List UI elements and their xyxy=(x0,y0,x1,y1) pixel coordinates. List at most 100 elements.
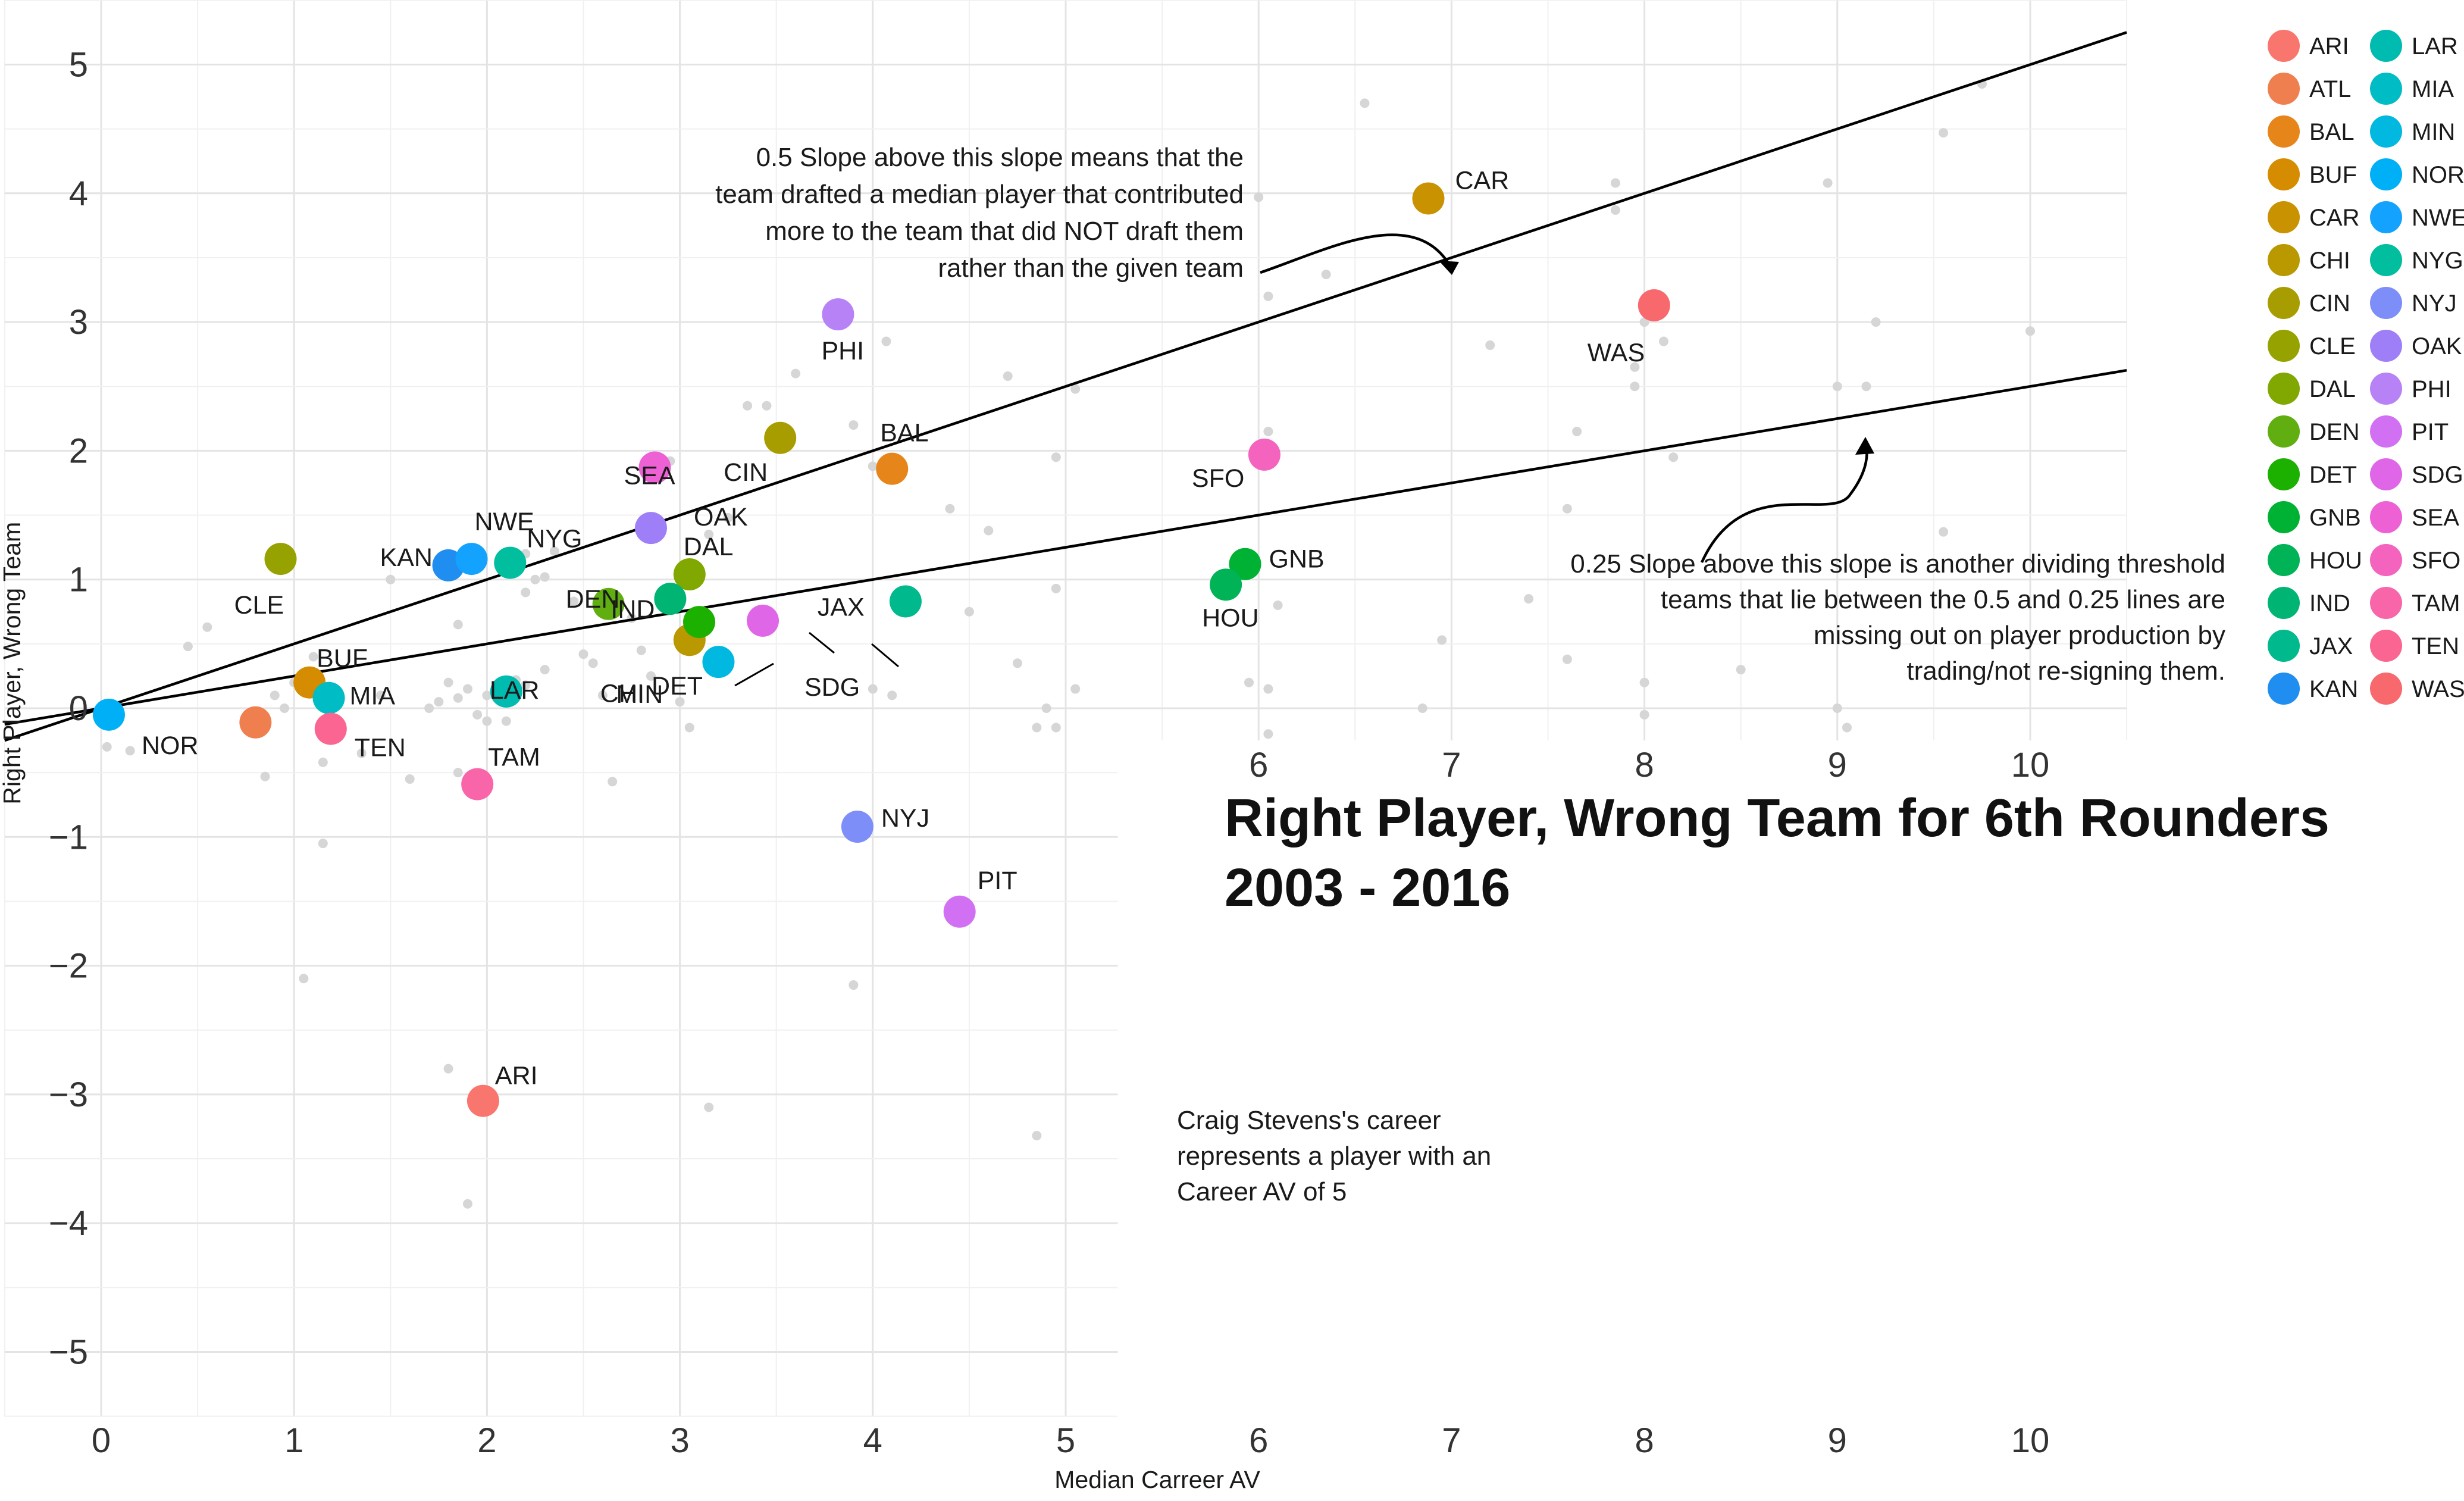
y-tick-label: −3 xyxy=(49,1075,88,1114)
background-point xyxy=(887,690,897,701)
background-point xyxy=(684,723,694,733)
background-point xyxy=(1659,336,1669,346)
legend-swatch xyxy=(2268,458,2300,490)
background-point xyxy=(318,757,328,767)
team-label: HOU xyxy=(1202,603,1259,632)
x-tick-label: 8 xyxy=(1635,1421,1654,1460)
legend-label: JAX xyxy=(2309,633,2353,659)
background-point xyxy=(434,697,444,707)
background-point xyxy=(1263,729,1273,739)
background-point xyxy=(1832,703,1842,713)
team-label: WAS xyxy=(1588,339,1645,367)
x-tick-label: 10 xyxy=(2011,1421,2050,1460)
team-point xyxy=(876,452,909,485)
background-point xyxy=(1321,270,1331,280)
x-tick-label: 6 xyxy=(1249,1421,1268,1460)
background-point xyxy=(521,680,531,690)
x-tick-label: 7 xyxy=(1442,746,1461,784)
background-point xyxy=(588,658,598,668)
background-point xyxy=(356,748,367,758)
legend-label: NYG xyxy=(2412,248,2463,274)
legend-label: PHI xyxy=(2412,376,2452,402)
legend-swatch xyxy=(2370,630,2402,662)
background-point xyxy=(453,693,463,703)
background-point xyxy=(675,697,685,707)
legend-label: BAL xyxy=(2309,119,2355,145)
background-point xyxy=(743,401,753,411)
legend-swatch xyxy=(2370,201,2402,233)
legend-swatch xyxy=(2268,630,2300,662)
team-point xyxy=(943,895,976,928)
x-axis-title: Median Carreer AV xyxy=(1054,1466,1260,1493)
team-point xyxy=(673,558,706,591)
team-point xyxy=(822,298,854,331)
background-point xyxy=(945,504,955,514)
team-label: DET xyxy=(652,672,703,701)
team-label: SDG xyxy=(804,673,860,702)
team-label: PIT xyxy=(978,867,1017,895)
legend-label: GNB xyxy=(2309,505,2361,531)
background-point xyxy=(1244,677,1254,687)
legend-label: OAK xyxy=(2412,333,2462,359)
legend-swatch xyxy=(2268,73,2300,105)
background-point xyxy=(125,746,135,756)
legend-swatch xyxy=(2268,587,2300,619)
label-leader xyxy=(809,631,835,654)
team-label: NOR xyxy=(142,731,199,760)
team-label: TAM xyxy=(488,743,540,772)
team-point xyxy=(1638,289,1670,321)
background-point xyxy=(1263,426,1273,436)
legend: ARI ATL BAL BUF CAR CHI CIN CLE DAL DEN DET GNB HOU I… xyxy=(2268,30,2464,705)
label-leader xyxy=(871,643,899,668)
background-point xyxy=(1051,583,1061,593)
team-label: CLE xyxy=(234,591,284,620)
background-point xyxy=(1639,709,1649,720)
legend-swatch xyxy=(2268,158,2300,190)
background-point xyxy=(1639,677,1649,687)
annotation-slope-quarter: missing out on player production by xyxy=(1814,621,2225,650)
team-label: SEA xyxy=(624,462,675,490)
legend-swatch xyxy=(2268,501,2300,533)
legend-swatch xyxy=(2370,587,2402,619)
background-point xyxy=(462,684,472,694)
background-point xyxy=(1254,192,1264,202)
team-label: CAR xyxy=(1455,166,1509,195)
team-point xyxy=(638,451,671,484)
background-point xyxy=(521,587,531,598)
y-tick-label: 4 xyxy=(69,174,88,213)
background-point xyxy=(608,777,618,787)
legend-swatch xyxy=(2370,158,2402,190)
team-label: CIN xyxy=(724,458,768,487)
y-tick-label: −2 xyxy=(49,947,88,986)
background-point xyxy=(482,716,492,726)
background-point xyxy=(530,574,540,584)
annotation-craig: represents a player with an xyxy=(1177,1142,1491,1171)
background-point xyxy=(849,420,859,430)
team-point xyxy=(461,768,494,800)
legend-label: SFO xyxy=(2412,548,2460,574)
background-point xyxy=(1051,723,1061,733)
background-point xyxy=(1871,317,1881,327)
background-point xyxy=(1562,504,1572,514)
background-point xyxy=(1012,658,1022,668)
y-tick-label: 3 xyxy=(69,303,88,342)
legend-label: CHI xyxy=(2309,248,2350,274)
legend-swatch xyxy=(2370,330,2402,362)
legend-label: MIN xyxy=(2412,119,2455,145)
background-point xyxy=(270,690,280,701)
legend-label: WAS xyxy=(2412,676,2464,702)
annotation-arrow xyxy=(1260,233,1453,274)
team-point xyxy=(92,698,125,731)
team-point xyxy=(314,712,347,745)
background-point xyxy=(1610,205,1620,215)
legend-swatch xyxy=(2268,673,2300,705)
background-point xyxy=(1051,452,1061,462)
team-label: MIA xyxy=(350,682,396,711)
team-label: NYJ xyxy=(881,804,929,833)
background-point xyxy=(1610,178,1620,188)
background-point xyxy=(1032,723,1042,733)
background-point xyxy=(1639,317,1649,327)
annotation-slope-half: 0.5 Slope above this slope means that th… xyxy=(756,143,1244,172)
background-point xyxy=(318,839,328,849)
